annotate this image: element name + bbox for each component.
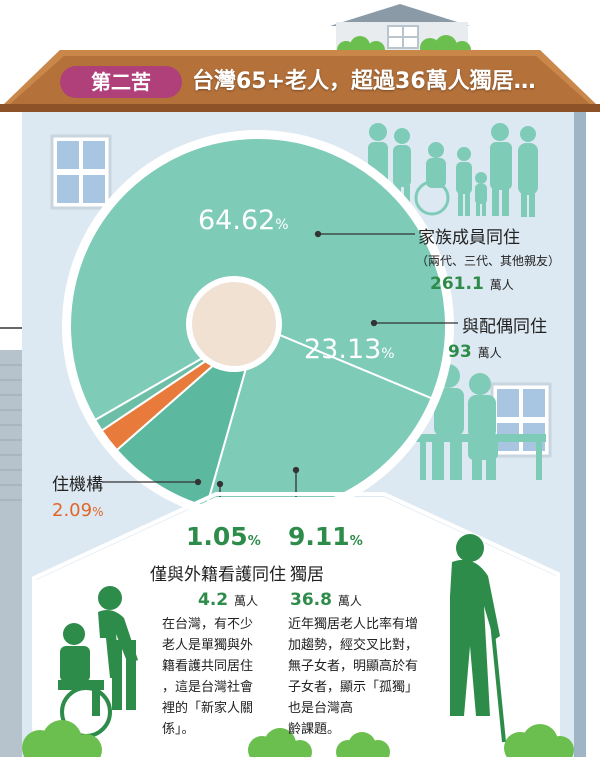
spouse-count: 93 萬人 [448,342,502,362]
alone-line: 無子女者，明顯高於有 [288,659,419,674]
ground-bushes [22,720,574,757]
alone-line: 近年獨居老人比率有增 [288,617,419,632]
lower-house-outline [32,492,560,757]
spouse-label: 與配偶同住 [462,317,547,337]
attic-roof [330,4,470,26]
family-note: （兩代、三代、其他親友） [416,254,561,268]
roof-highlight [0,50,600,108]
alone-pct: 9.11% [288,522,363,551]
alone-line: 齡課題。 [288,722,341,737]
house-wall-edge [574,108,586,757]
caregiver-line: 籍看護共同居住 [162,659,254,674]
caregiver-count: 4.2 萬人 [198,590,259,610]
alone-label: 獨居 [290,565,324,585]
pie-slice-family [69,137,447,422]
side-wall-stripes [0,364,22,501]
caregiver-line: 係」。 [162,722,195,737]
caregiver-line: 在台灣，有不少 [162,617,254,632]
alone-line: 也是台灣高 [288,701,354,716]
donut-center [192,282,276,366]
elderly-cane-icon [450,534,506,743]
institution-label: 住機構 [52,475,103,495]
caregiver-line: ，這是台灣社會 [162,680,254,695]
caregiver-pct: 1.05% [186,522,261,551]
alone-line: 子女者，顯示「孤獨」 [288,680,419,695]
family-count: 261.1 萬人 [430,274,514,294]
institution-pct: 2.09% [52,500,104,521]
caregiver-label: 僅與外籍看護同住 [150,565,286,585]
window-left [50,134,112,210]
side-wall [0,350,22,757]
family-label: 家族成員同住 [418,228,520,248]
page-title: 台灣65+老人，超過36萬人獨居… [192,69,536,94]
chapter-badge: 第二苦 [60,66,182,98]
family-pct-label: 64.62% [198,205,289,236]
caregiver-line: 裡的「新家人關 [162,701,254,716]
caregiver-description: 在台灣，有不少 老人是單獨與外 籍看護共同居住 ，這是台灣社會 裡的「新家人關 … [162,614,262,740]
spouse-pct-label: 23.13% [304,334,395,365]
roof-edge [0,104,600,112]
alone-description: 近年獨居老人比率有增 加趨勢，經交叉比對， 無子女者，明顯高於有 子女者，顯示「… [288,614,438,740]
alone-line: 加趨勢，經交叉比對， [288,638,419,653]
lower-house-fill [36,497,556,757]
attic-window [387,25,419,49]
alone-count: 36.8 萬人 [290,590,362,610]
caregiver-line: 老人是單獨與外 [162,638,254,653]
